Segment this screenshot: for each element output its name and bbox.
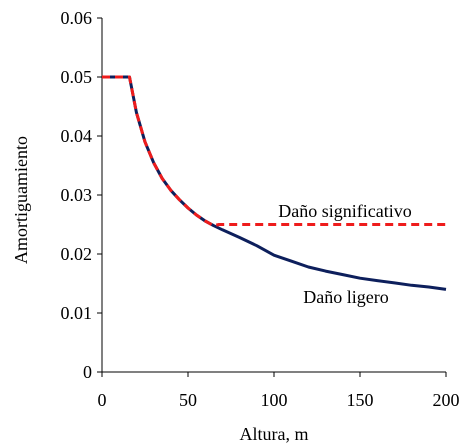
series-label-dano-ligero: Daño ligero: [303, 287, 388, 307]
y-tick-label: 0.02: [61, 244, 93, 264]
x-tick-label: 50: [179, 390, 197, 410]
y-tick-label: 0.06: [61, 8, 93, 28]
series-label-dano-significativo: Daño significativo: [278, 201, 411, 221]
x-tick-label: 100: [261, 390, 288, 410]
x-tick-label: 0: [98, 390, 107, 410]
y-tick-label: 0: [83, 362, 92, 382]
x-axis-label: Altura, m: [240, 424, 309, 444]
axes: [101, 18, 446, 373]
series-line-dano-significativo: [102, 75, 446, 228]
x-tick-label: 150: [347, 390, 374, 410]
ticks: 0 0.01 0.02 0.03 0.04 0.05 0.06 0 50 100 150 200: [61, 8, 460, 410]
y-axis-label: Amortiguamiento: [11, 136, 31, 264]
series-group: [102, 75, 447, 291]
y-tick-label: 0.03: [61, 185, 93, 205]
y-tick-label: 0.04: [61, 126, 93, 146]
series-line-dano-ligero: [102, 75, 447, 291]
y-tick-label: 0.01: [61, 303, 93, 323]
y-tick-label: 0.05: [61, 67, 93, 87]
x-tick-label: 200: [433, 390, 460, 410]
